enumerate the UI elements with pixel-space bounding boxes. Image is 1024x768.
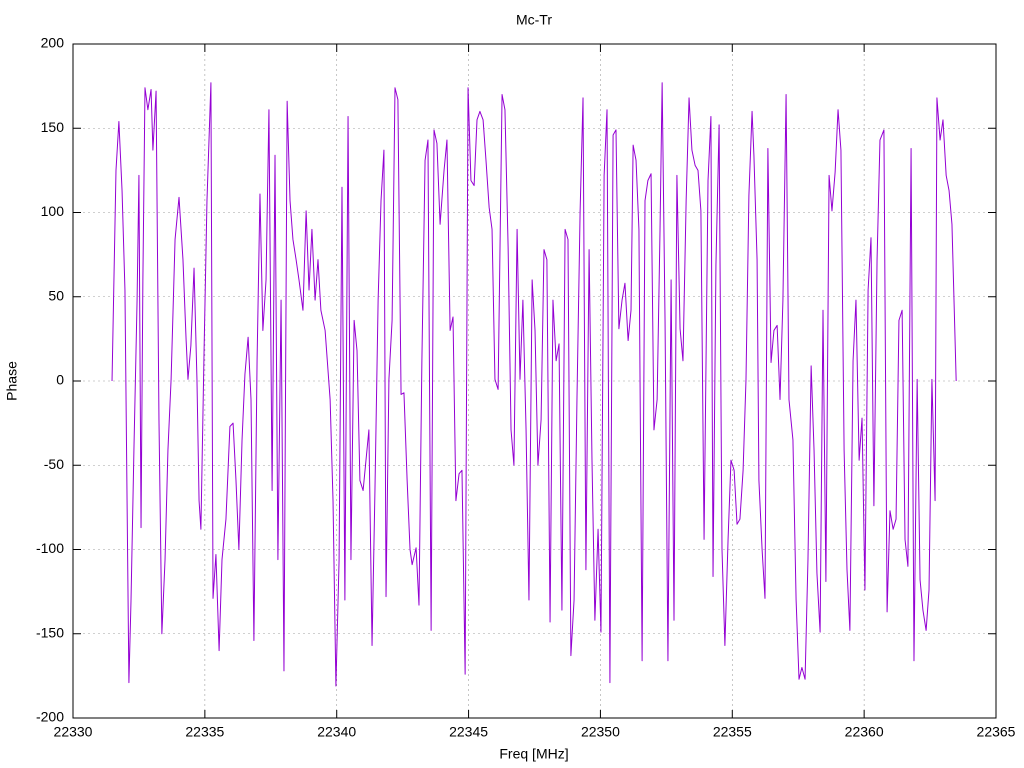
- y-tick-label: 100: [41, 203, 65, 219]
- x-tick-label: 22340: [317, 724, 356, 740]
- x-tick-label: 22355: [713, 724, 752, 740]
- x-tick-label: 22360: [845, 724, 884, 740]
- y-tick-label: -200: [36, 709, 64, 725]
- data-line: [111, 82, 957, 687]
- y-tick-label: 200: [41, 35, 65, 51]
- y-tick-label: 150: [41, 119, 65, 135]
- y-tick-label: -150: [36, 624, 64, 640]
- x-tick-label: 22335: [185, 724, 224, 740]
- x-tick-label: 22345: [449, 724, 488, 740]
- x-tick-label: 22365: [977, 724, 1016, 740]
- x-tick-label: 22330: [54, 724, 93, 740]
- y-tick-label: 50: [48, 287, 64, 303]
- plot-border: [72, 43, 997, 719]
- y-axis-label: Phase: [4, 361, 20, 401]
- x-axis-label: Freq [MHz]: [499, 746, 568, 762]
- x-tick-label: 22350: [581, 724, 620, 740]
- y-tick-label: -50: [44, 456, 64, 472]
- y-tick-label: -100: [36, 540, 64, 556]
- chart-title: Mc-Tr: [516, 12, 552, 28]
- y-tick-label: 0: [56, 372, 64, 388]
